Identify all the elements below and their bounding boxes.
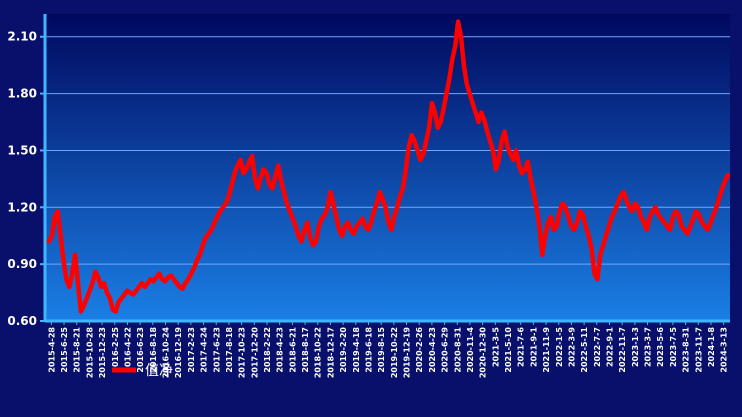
- x-tick-label: 2015-10-28: [85, 327, 94, 379]
- x-tick-label: 2017-6-23: [212, 327, 221, 373]
- x-tick-label: 2023-11-7: [694, 327, 703, 373]
- x-tick-label: 2019-10-22: [390, 327, 399, 378]
- y-tick-label: 0.90: [7, 257, 37, 271]
- x-tick-label: 2023-1-3: [631, 327, 640, 367]
- x-tick-label: 2016-4-22: [123, 327, 132, 373]
- x-tick-label: 2020-8-31: [453, 327, 462, 373]
- y-tick-label: 2.10: [7, 30, 37, 44]
- x-tick-label: 2020-6-29: [441, 327, 450, 373]
- legend: 值净: [112, 363, 173, 379]
- y-tick-label: 0.60: [7, 314, 37, 328]
- x-tick-labels: 2015-4-28 2015-6-25 2015-8-21 2015-10-28 201…: [47, 327, 728, 379]
- x-tick-label: 2022-9-1: [605, 327, 614, 367]
- x-tick-label: 2019-4-18: [352, 327, 361, 373]
- x-tick-label: 2022-7-7: [593, 327, 602, 367]
- series-layer: [46, 19, 731, 314]
- x-tick-label: 2016-6-23: [136, 327, 145, 373]
- x-tick-label: 2023-5-6: [656, 327, 665, 367]
- x-tick-label: 2022-5-11: [580, 327, 589, 373]
- x-tick-label: 2024-3-13: [720, 327, 729, 373]
- x-tick-label: 2015-6-25: [60, 327, 69, 373]
- x-tick-label: 2017-8-18: [225, 327, 234, 373]
- x-tick-label: 2016-8-18: [149, 327, 158, 373]
- x-tick-label: 2023-8-31: [682, 327, 691, 373]
- x-tick-label: 2021-7-6: [517, 327, 526, 367]
- x-tick-label: 2018-4-23: [276, 327, 285, 373]
- x-tick-label: 2018-6-21: [288, 327, 297, 373]
- x-tick-label: 2022-11-7: [618, 327, 627, 373]
- x-tick-label: 2017-12-20: [250, 327, 259, 379]
- x-tick-label: 2020-4-23: [428, 327, 437, 373]
- y-tick-label: 1.50: [7, 143, 37, 157]
- series-line-nav: [46, 19, 731, 314]
- x-tick-label: 2019-12-19: [403, 327, 412, 379]
- axes: [43, 14, 730, 325]
- y-tick-labels: 0.60 0.90 1.20 1.50 1.80 2.10: [7, 30, 37, 328]
- x-tick-label: 2019-6-18: [364, 327, 373, 373]
- x-tick-label: 2021-5-10: [504, 327, 513, 373]
- plot-background: [45, 14, 730, 321]
- x-tick-label: 2022-1-5: [555, 327, 564, 367]
- y-tick-label: 1.20: [7, 200, 37, 214]
- x-tick-label: 2020-11-4: [466, 327, 475, 373]
- x-tick-label: 2018-2-22: [263, 327, 272, 373]
- x-tick-label: 2018-10-22: [314, 327, 323, 378]
- x-tick-label: 2018-12-17: [326, 327, 335, 378]
- x-tick-label: 2016-2-25: [111, 327, 120, 373]
- x-tick-label: 2015-12-23: [98, 327, 107, 378]
- x-tick-label: 2018-8-17: [301, 327, 310, 373]
- x-tick-label: 2017-10-23: [238, 327, 247, 378]
- x-tick-label: 2021-3-5: [491, 327, 500, 367]
- x-tick-label: 2016-12-19: [174, 327, 183, 379]
- x-tick-label: 2019-8-15: [377, 327, 386, 373]
- x-tick-label: 2015-8-21: [73, 327, 82, 373]
- x-tick-label: 2021-11-9: [542, 327, 551, 373]
- x-tick-label: 2017-2-23: [187, 327, 196, 373]
- x-tick-label: 2016-10-24: [162, 327, 171, 379]
- x-tick-label: 2021-9-1: [529, 327, 538, 367]
- legend-label: 值净: [145, 363, 173, 379]
- x-tick-label: 2015-4-28: [47, 327, 56, 373]
- x-tick-label: 2023-7-5: [669, 327, 678, 367]
- x-tick-label: 2020-2-26: [415, 327, 424, 373]
- x-tick-label: 2022-3-9: [567, 327, 576, 367]
- x-tick-label: 2023-3-7: [644, 327, 653, 367]
- x-tick-label: 2020-12-30: [479, 327, 488, 379]
- x-tick-label: 2019-2-20: [339, 327, 348, 373]
- x-tick-label: 2017-4-24: [200, 327, 209, 373]
- y-tick-label: 1.80: [7, 87, 37, 101]
- x-tick-label: 2024-1-8: [707, 327, 716, 367]
